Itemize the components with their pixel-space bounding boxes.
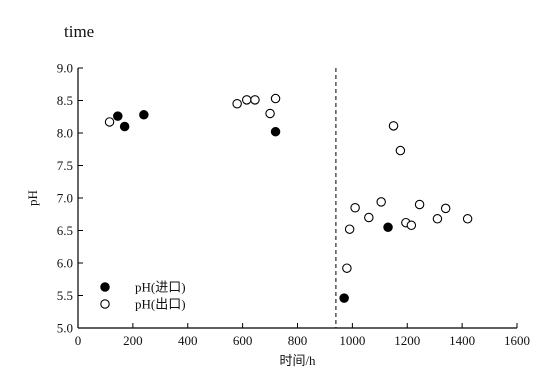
legend-label: pH(出口) [135, 297, 186, 312]
legend-marker [100, 299, 110, 309]
outlet-point [462, 214, 473, 224]
legend: pH(进口) pH(出口) [100, 280, 186, 312]
y-tick-label: 6.0 [57, 256, 73, 271]
outlet-point [270, 93, 281, 104]
inlet-point [383, 222, 393, 233]
x-tick-label: 800 [288, 333, 308, 348]
inlet-point [339, 293, 349, 303]
outlet-point [104, 117, 115, 127]
x-tick-label: 200 [123, 333, 143, 348]
y-tick-label: 5.5 [57, 288, 73, 303]
outlet-point [406, 220, 417, 231]
inlet-point [139, 110, 149, 120]
y-tick-label: 7.0 [57, 191, 73, 206]
caption-text: time [64, 22, 95, 41]
x-tick-label: 400 [178, 333, 198, 348]
outlet-point [440, 203, 451, 214]
x-tick-label: 600 [233, 333, 253, 348]
y-tick-label: 8.5 [57, 93, 73, 108]
y-tick-label: 9.0 [57, 61, 73, 76]
outlet-point [395, 145, 406, 156]
y-tick-label: 6.5 [57, 223, 73, 238]
inlet-point [113, 111, 123, 121]
x-axis-title: 时间/h [279, 353, 316, 368]
outlet-point [376, 197, 386, 207]
y-tick-label: 8.0 [57, 126, 73, 141]
x-tick-label: 1600 [504, 333, 530, 348]
legend-label: pH(进口) [135, 280, 186, 295]
outlet-point [432, 214, 443, 224]
outlet-point [250, 95, 260, 105]
outlet-point [265, 108, 275, 119]
inlet-point [270, 126, 281, 137]
outlet-point [388, 121, 399, 131]
x-tick-label: 0 [75, 333, 82, 348]
legend-marker [100, 282, 110, 292]
y-tick-label: 7.5 [57, 158, 73, 173]
outlet-point [364, 212, 374, 223]
x-tick-label: 1400 [449, 333, 475, 348]
outlet-point [232, 99, 242, 109]
y-tick-label: 5.0 [57, 321, 73, 336]
x-tick-label: 1200 [394, 333, 420, 348]
outlet-point [344, 224, 355, 234]
y-axis-title: pH [25, 190, 40, 206]
outlet-point [414, 199, 425, 210]
inlet-point [119, 121, 130, 132]
ticks: 0 200 400 600 800 1000 1200 1400 1600 5.0 5.5 6.0 6.… [57, 61, 530, 349]
outlet-point [342, 263, 352, 273]
data-points [104, 93, 473, 303]
outlet-point [350, 203, 360, 213]
outlet-point [241, 95, 252, 105]
x-tick-label: 1000 [339, 333, 365, 348]
